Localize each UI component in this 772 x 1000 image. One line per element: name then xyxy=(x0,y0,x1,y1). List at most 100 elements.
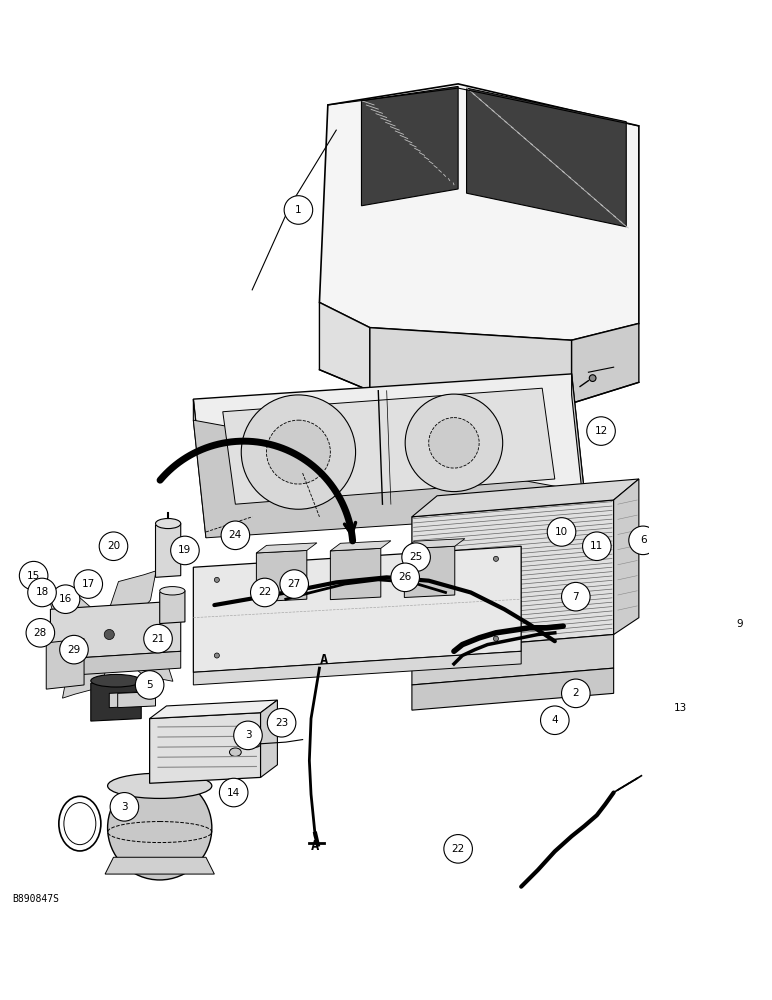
Text: 3: 3 xyxy=(121,802,127,812)
Polygon shape xyxy=(405,546,455,598)
Polygon shape xyxy=(571,374,584,513)
Text: 3: 3 xyxy=(245,730,252,740)
Circle shape xyxy=(267,708,296,737)
Circle shape xyxy=(726,610,754,639)
Circle shape xyxy=(28,578,56,607)
Ellipse shape xyxy=(91,674,141,687)
Circle shape xyxy=(391,563,419,592)
Polygon shape xyxy=(193,399,206,538)
Circle shape xyxy=(97,623,121,646)
Circle shape xyxy=(215,577,219,582)
Circle shape xyxy=(540,706,569,735)
Text: 7: 7 xyxy=(573,592,579,602)
Text: 17: 17 xyxy=(82,579,95,589)
Polygon shape xyxy=(405,539,465,549)
Circle shape xyxy=(26,619,55,647)
Text: B890847S: B890847S xyxy=(12,894,59,904)
Polygon shape xyxy=(117,692,155,708)
Polygon shape xyxy=(110,692,147,708)
Circle shape xyxy=(402,543,430,571)
Polygon shape xyxy=(361,86,458,206)
Circle shape xyxy=(242,395,356,509)
Polygon shape xyxy=(150,713,261,783)
Polygon shape xyxy=(91,681,141,721)
Circle shape xyxy=(215,653,219,658)
Text: 22: 22 xyxy=(258,587,272,597)
Circle shape xyxy=(251,578,279,607)
Circle shape xyxy=(74,570,103,598)
Text: 11: 11 xyxy=(591,541,604,551)
Circle shape xyxy=(284,196,313,224)
Circle shape xyxy=(219,778,248,807)
Circle shape xyxy=(221,521,249,550)
Circle shape xyxy=(583,532,611,561)
Text: A: A xyxy=(320,653,328,667)
Polygon shape xyxy=(46,639,84,689)
Text: 4: 4 xyxy=(551,715,558,725)
Polygon shape xyxy=(412,634,614,685)
Polygon shape xyxy=(412,479,639,517)
Text: 21: 21 xyxy=(151,634,164,644)
Circle shape xyxy=(547,518,576,546)
Circle shape xyxy=(587,417,615,445)
Polygon shape xyxy=(160,591,185,624)
Circle shape xyxy=(107,776,212,880)
Polygon shape xyxy=(571,323,639,403)
Text: 9: 9 xyxy=(736,619,743,629)
Ellipse shape xyxy=(155,518,181,529)
Circle shape xyxy=(19,561,48,590)
Polygon shape xyxy=(412,500,614,651)
Polygon shape xyxy=(370,328,571,403)
Circle shape xyxy=(493,556,499,561)
Polygon shape xyxy=(105,627,173,681)
Circle shape xyxy=(110,793,139,821)
Text: 27: 27 xyxy=(288,579,301,589)
Polygon shape xyxy=(50,601,181,660)
Circle shape xyxy=(561,582,590,611)
Ellipse shape xyxy=(107,773,212,798)
Text: 18: 18 xyxy=(36,587,49,597)
Circle shape xyxy=(767,540,772,569)
Text: 6: 6 xyxy=(640,535,646,545)
Polygon shape xyxy=(155,524,181,577)
Text: 19: 19 xyxy=(178,545,191,555)
Circle shape xyxy=(589,375,596,381)
Polygon shape xyxy=(193,651,521,685)
Polygon shape xyxy=(63,630,117,698)
Text: 20: 20 xyxy=(107,541,120,551)
Polygon shape xyxy=(105,857,215,874)
Text: 16: 16 xyxy=(59,594,73,604)
Polygon shape xyxy=(330,541,391,551)
Text: 5: 5 xyxy=(147,680,153,690)
Polygon shape xyxy=(193,546,521,672)
Polygon shape xyxy=(223,388,555,504)
Text: 10: 10 xyxy=(555,527,568,537)
Polygon shape xyxy=(330,548,381,600)
Ellipse shape xyxy=(229,748,242,756)
Polygon shape xyxy=(50,651,181,677)
Circle shape xyxy=(100,532,127,561)
Polygon shape xyxy=(150,700,277,719)
Circle shape xyxy=(104,629,114,640)
Polygon shape xyxy=(102,571,156,639)
Polygon shape xyxy=(256,543,317,553)
Circle shape xyxy=(561,679,590,708)
Text: 25: 25 xyxy=(409,552,423,562)
Polygon shape xyxy=(193,374,584,517)
Text: 12: 12 xyxy=(594,426,608,436)
Circle shape xyxy=(444,835,472,863)
Circle shape xyxy=(144,624,172,653)
Polygon shape xyxy=(261,700,277,777)
Circle shape xyxy=(171,536,199,565)
Circle shape xyxy=(280,570,309,598)
Circle shape xyxy=(493,636,499,641)
Ellipse shape xyxy=(160,587,185,595)
Polygon shape xyxy=(614,479,639,634)
Text: 23: 23 xyxy=(275,718,288,728)
Text: 28: 28 xyxy=(34,628,47,638)
Polygon shape xyxy=(193,420,584,538)
Text: 15: 15 xyxy=(27,571,40,581)
Polygon shape xyxy=(466,88,626,227)
Text: 29: 29 xyxy=(67,645,80,655)
Text: A: A xyxy=(311,839,320,853)
